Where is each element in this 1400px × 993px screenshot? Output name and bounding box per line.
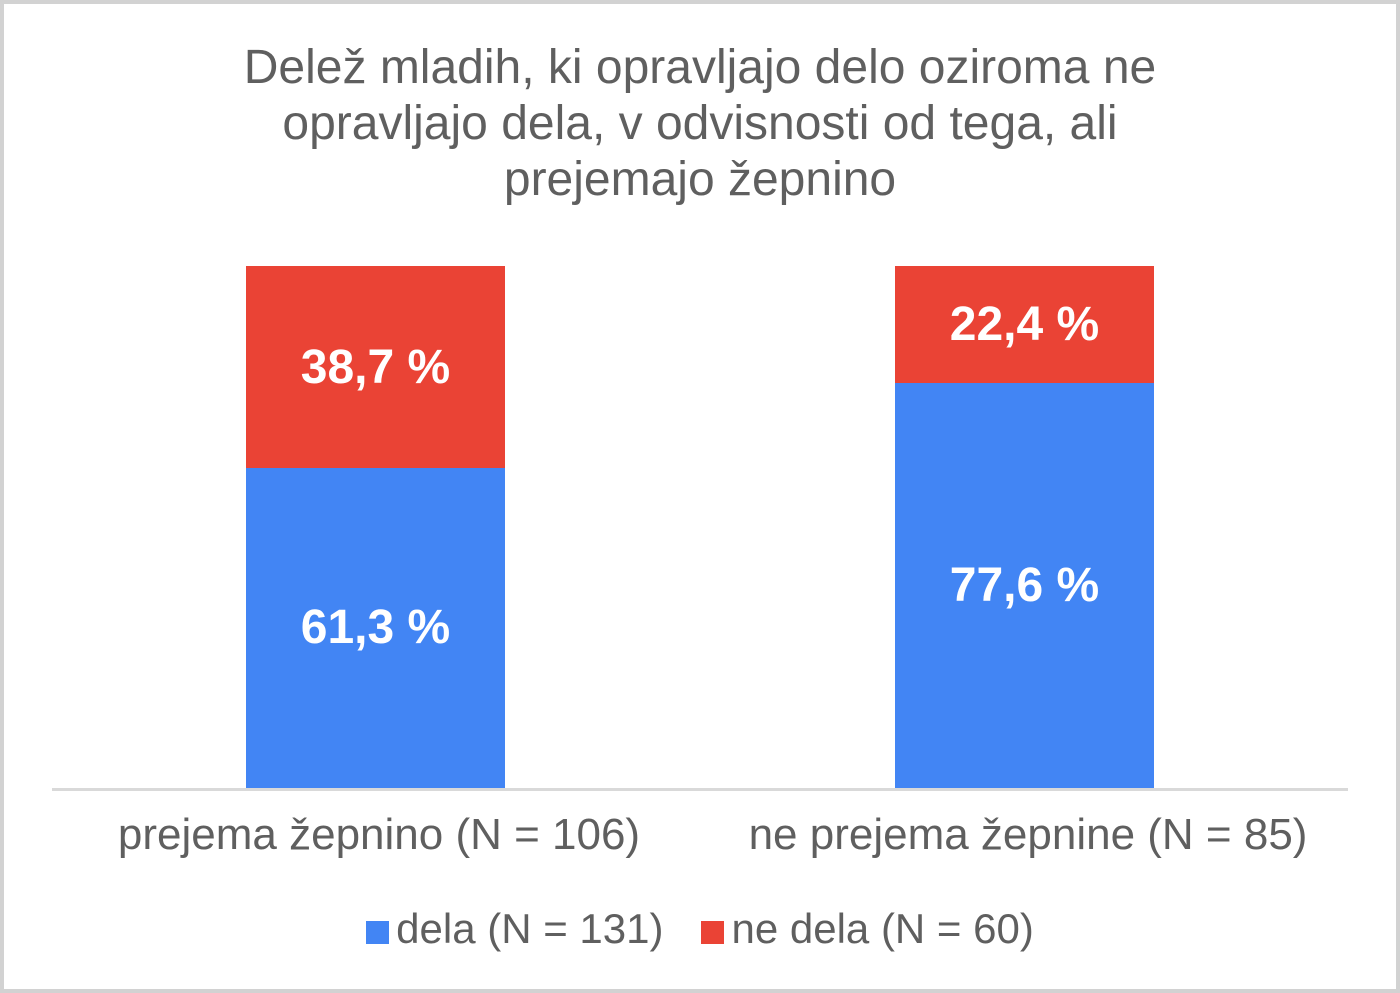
legend-item-ne-dela: ne dela (N = 60) <box>701 905 1034 953</box>
category-label-prejema-zepnino: prejema žepnino (N = 106) <box>117 810 641 859</box>
segment-dela-prejema: 61,3 % <box>246 468 505 788</box>
data-label-ne-dela-prejema: 38,7 % <box>300 340 451 394</box>
bar-ne-prejema-zepnine: 22,4 % 77,6 % <box>895 266 1154 788</box>
data-label-ne-dela-ne-prejema: 22,4 % <box>949 297 1100 351</box>
legend: dela (N = 131) ne dela (N = 60) <box>4 905 1396 953</box>
legend-swatch-blue <box>366 920 390 944</box>
legend-item-dela: dela (N = 131) <box>366 905 663 953</box>
legend-swatch-red <box>701 920 725 944</box>
bar-prejema-zepnino: 38,7 % 61,3 % <box>246 266 505 788</box>
category-label-ne-prejema-zepnine: ne prejema žepnine (N = 85) <box>748 810 1308 859</box>
chart-title: Delež mladih, ki opravljajo delo oziroma… <box>243 41 1157 207</box>
segment-ne-dela-ne-prejema: 22,4 % <box>895 266 1154 383</box>
legend-label-dela: dela (N = 131) <box>396 905 664 952</box>
segment-dela-ne-prejema: 77,6 % <box>895 382 1154 788</box>
data-label-dela-prejema: 61,3 % <box>300 601 451 655</box>
plot-area: 38,7 % 61,3 % 22,4 % 77,6 % <box>52 266 1348 791</box>
data-label-dela-ne-prejema: 77,6 % <box>949 558 1100 612</box>
legend-label-ne-dela: ne dela (N = 60) <box>731 905 1034 952</box>
segment-ne-dela-prejema: 38,7 % <box>246 266 505 468</box>
